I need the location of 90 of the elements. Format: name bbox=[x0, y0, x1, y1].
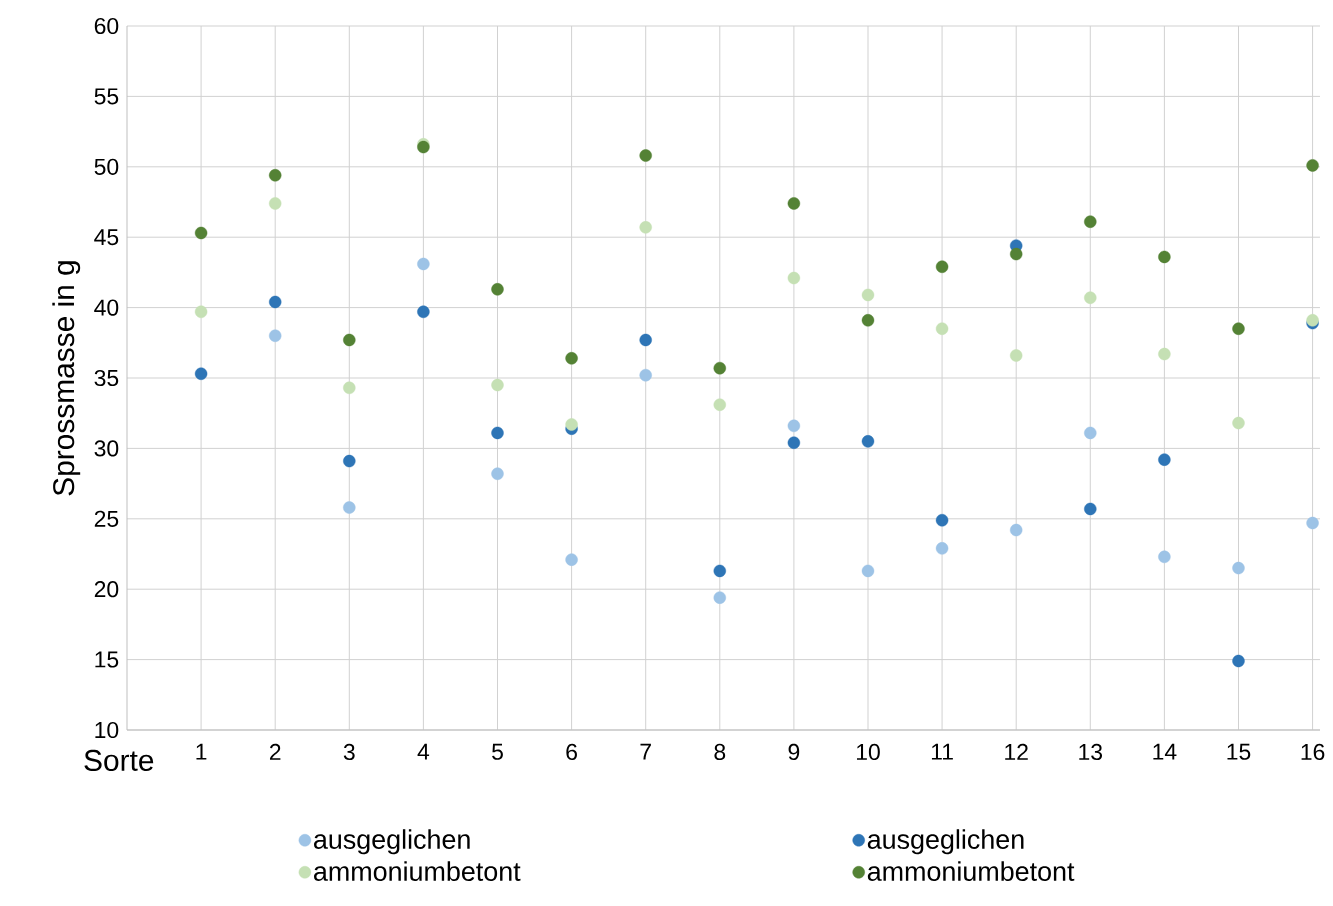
point bbox=[713, 398, 726, 411]
x-tick-label: 11 bbox=[931, 743, 953, 760]
point bbox=[194, 367, 208, 380]
point bbox=[565, 352, 578, 365]
point bbox=[491, 283, 504, 296]
point bbox=[343, 454, 356, 468]
point bbox=[269, 295, 282, 309]
point bbox=[787, 419, 801, 433]
point bbox=[1009, 523, 1023, 537]
x-tick-label: 4 bbox=[417, 743, 430, 760]
point bbox=[639, 333, 652, 347]
x-tick-label: 7 bbox=[640, 743, 651, 760]
point bbox=[935, 260, 949, 273]
x-tick-label: 16 bbox=[1301, 743, 1325, 761]
x-tick-label: 3 bbox=[343, 743, 355, 761]
point bbox=[343, 381, 356, 395]
point bbox=[713, 564, 726, 578]
point bbox=[935, 322, 949, 335]
point bbox=[1084, 291, 1097, 304]
y-tick-label: 40 bbox=[94, 299, 119, 316]
point bbox=[639, 221, 652, 234]
y-tick-label: 50 bbox=[94, 158, 119, 175]
legend-label: ausgeglichen bbox=[867, 829, 1024, 855]
point bbox=[491, 426, 504, 440]
x-tick-label: 10 bbox=[856, 743, 880, 761]
point bbox=[1306, 159, 1319, 172]
point bbox=[639, 368, 652, 382]
point bbox=[861, 314, 875, 327]
point bbox=[787, 197, 801, 210]
y-tick-label: 45 bbox=[94, 229, 119, 246]
point bbox=[269, 329, 282, 342]
point bbox=[417, 257, 430, 271]
y-tick-label: 10 bbox=[95, 721, 119, 739]
point bbox=[1232, 561, 1245, 575]
legend-label: ammoniumbetont bbox=[867, 861, 1075, 881]
x-tick-label: 1 bbox=[196, 743, 207, 760]
y-tick-label: 55 bbox=[94, 88, 119, 105]
y-axis-title: Sprossmasse in g bbox=[52, 261, 81, 496]
point bbox=[343, 501, 356, 514]
point bbox=[787, 436, 801, 449]
x-tick-label: 8 bbox=[714, 743, 726, 761]
x-tick-label: 2 bbox=[269, 743, 281, 760]
point bbox=[639, 149, 652, 162]
point bbox=[713, 591, 726, 604]
point bbox=[565, 418, 578, 431]
point bbox=[565, 553, 578, 566]
x-tick-label: 9 bbox=[788, 743, 800, 761]
point bbox=[713, 361, 726, 375]
y-tick-label: 20 bbox=[94, 581, 119, 598]
point bbox=[269, 197, 282, 210]
point bbox=[1084, 502, 1097, 516]
x-tick-label: 12 bbox=[1005, 743, 1028, 760]
x-tick-label: 15 bbox=[1227, 743, 1251, 760]
point bbox=[491, 467, 504, 480]
point bbox=[935, 514, 949, 527]
point bbox=[861, 288, 875, 302]
point bbox=[194, 226, 208, 240]
x-tick-label: 6 bbox=[566, 743, 577, 761]
legend-label: ammoniumbetont bbox=[314, 861, 521, 881]
point bbox=[491, 378, 504, 392]
point bbox=[1232, 322, 1245, 335]
x-tick-label: 5 bbox=[492, 743, 503, 760]
y-tick-label: 35 bbox=[94, 369, 119, 387]
legend-label: ausgeglichen bbox=[314, 829, 470, 855]
point bbox=[861, 564, 875, 578]
point bbox=[787, 271, 801, 285]
y-tick-label: 30 bbox=[94, 440, 119, 457]
point bbox=[1009, 349, 1023, 362]
point bbox=[1158, 347, 1171, 361]
point bbox=[1009, 247, 1023, 261]
point bbox=[269, 169, 282, 182]
point bbox=[1158, 453, 1171, 466]
y-tick-label: 60 bbox=[94, 17, 119, 35]
x-axis-title: Sorte bbox=[84, 749, 154, 772]
point bbox=[1158, 550, 1171, 564]
point bbox=[1306, 516, 1319, 530]
point bbox=[194, 305, 208, 319]
point bbox=[861, 435, 875, 448]
point bbox=[1084, 215, 1097, 228]
point bbox=[1158, 250, 1171, 264]
y-tick-label: 25 bbox=[94, 510, 119, 527]
point bbox=[343, 333, 356, 347]
x-tick-label: 14 bbox=[1153, 743, 1177, 760]
y-tick-label: 15 bbox=[95, 651, 119, 668]
point bbox=[1084, 426, 1097, 440]
point bbox=[417, 305, 430, 319]
point bbox=[935, 542, 949, 555]
point bbox=[1232, 654, 1245, 668]
x-tick-label: 13 bbox=[1079, 743, 1103, 761]
point bbox=[1232, 416, 1245, 430]
